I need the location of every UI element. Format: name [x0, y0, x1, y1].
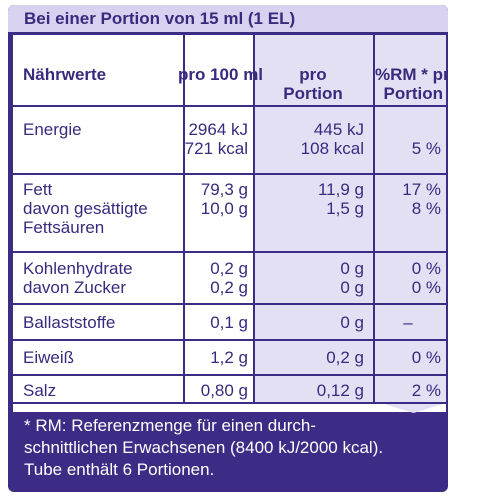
row-divider: [13, 339, 446, 341]
column-header-rm-2: Portion: [383, 84, 444, 103]
carbs-per-portion: 0 g: [340, 259, 364, 278]
protein-per-portion: 0,2 g: [326, 348, 364, 367]
row-label-salt: Salz: [23, 381, 57, 400]
fibre-per-portion: 0 g: [340, 313, 364, 332]
energy-per-100ml-kj: 2964 kJ: [188, 120, 248, 139]
row-label-sugar: davon Zucker: [23, 278, 126, 297]
footnote: * RM: Referenzmenge für einen durch- sch…: [24, 415, 444, 481]
footnote-line: * RM: Referenzmenge für einen durch-: [24, 416, 316, 435]
fat-rm: 17 %: [402, 180, 441, 199]
column-header-per-portion-1: pro: [299, 65, 327, 84]
row-divider: [13, 173, 446, 175]
column-header-per-portion-2: Portion: [283, 84, 343, 103]
saturated-rm: 8 %: [411, 199, 441, 218]
row-divider: [13, 402, 446, 404]
sugar-rm: 0 %: [411, 278, 441, 297]
sugar-per-100ml: 0,2 g: [210, 278, 248, 297]
serving-header: Bei einer Portion von 15 ml (1 EL): [8, 5, 448, 32]
footnote-line: Tube enthält 6 Portionen.: [24, 460, 215, 479]
carbs-per-100ml: 0,2 g: [210, 259, 248, 278]
row-divider: [13, 105, 446, 107]
fat-per-100ml: 79,3 g: [200, 180, 248, 199]
saturated-per-portion: 1,5 g: [326, 199, 364, 218]
row-label-energy: Energie: [23, 120, 82, 139]
nutrition-label: Bei einer Portion von 15 ml (1 EL) Nährw…: [8, 5, 448, 492]
salt-rm: 2 %: [411, 381, 441, 400]
row-divider: [13, 251, 446, 253]
salt-per-100ml: 0,80 g: [200, 381, 248, 400]
salt-per-portion: 0,12 g: [316, 381, 364, 400]
footnote-line: schnittlichen Erwachsenen (8400 kJ/2000 …: [24, 438, 384, 457]
row-label-carbohydrates: Kohlenhydrate: [23, 259, 133, 278]
row-divider: [13, 374, 446, 376]
energy-rm: 5 %: [411, 139, 441, 158]
row-label-fatty-acids: Fettsäuren: [23, 218, 105, 237]
row-divider: [13, 303, 446, 305]
fat-per-portion: 11,9 g: [317, 180, 364, 199]
carbs-rm: 0 %: [411, 259, 441, 278]
column-divider: [373, 35, 375, 403]
column-divider: [253, 35, 255, 403]
row-label-fibre: Ballaststoffe: [23, 313, 116, 332]
protein-per-100ml: 1,2 g: [210, 348, 248, 367]
portion-columns-shade: [253, 35, 446, 403]
column-header-rm-1: %RM * pro: [375, 65, 448, 84]
fibre-per-100ml: 0,1 g: [210, 313, 248, 332]
column-divider: [183, 35, 185, 403]
fibre-rm: –: [403, 313, 413, 332]
row-label-saturated: davon gesättigte: [23, 199, 148, 218]
column-header-nutrients: Nährwerte: [23, 65, 107, 84]
energy-per-portion-kcal: 108 kcal: [300, 139, 364, 158]
sugar-per-portion: 0 g: [340, 278, 364, 297]
energy-per-100ml-kcal: 721 kcal: [184, 139, 248, 158]
saturated-per-100ml: 10,0 g: [200, 199, 248, 218]
row-label-protein: Eiweiß: [23, 348, 75, 367]
table-notch: [381, 403, 446, 413]
row-label-fat: Fett: [23, 180, 53, 199]
column-header-per-100ml: pro 100 ml: [178, 65, 264, 84]
nutrition-table: Nährwerte pro 100 ml pro Portion %RM * p…: [13, 35, 448, 413]
energy-per-portion-kj: 445 kJ: [313, 120, 364, 139]
protein-rm: 0 %: [411, 348, 441, 367]
